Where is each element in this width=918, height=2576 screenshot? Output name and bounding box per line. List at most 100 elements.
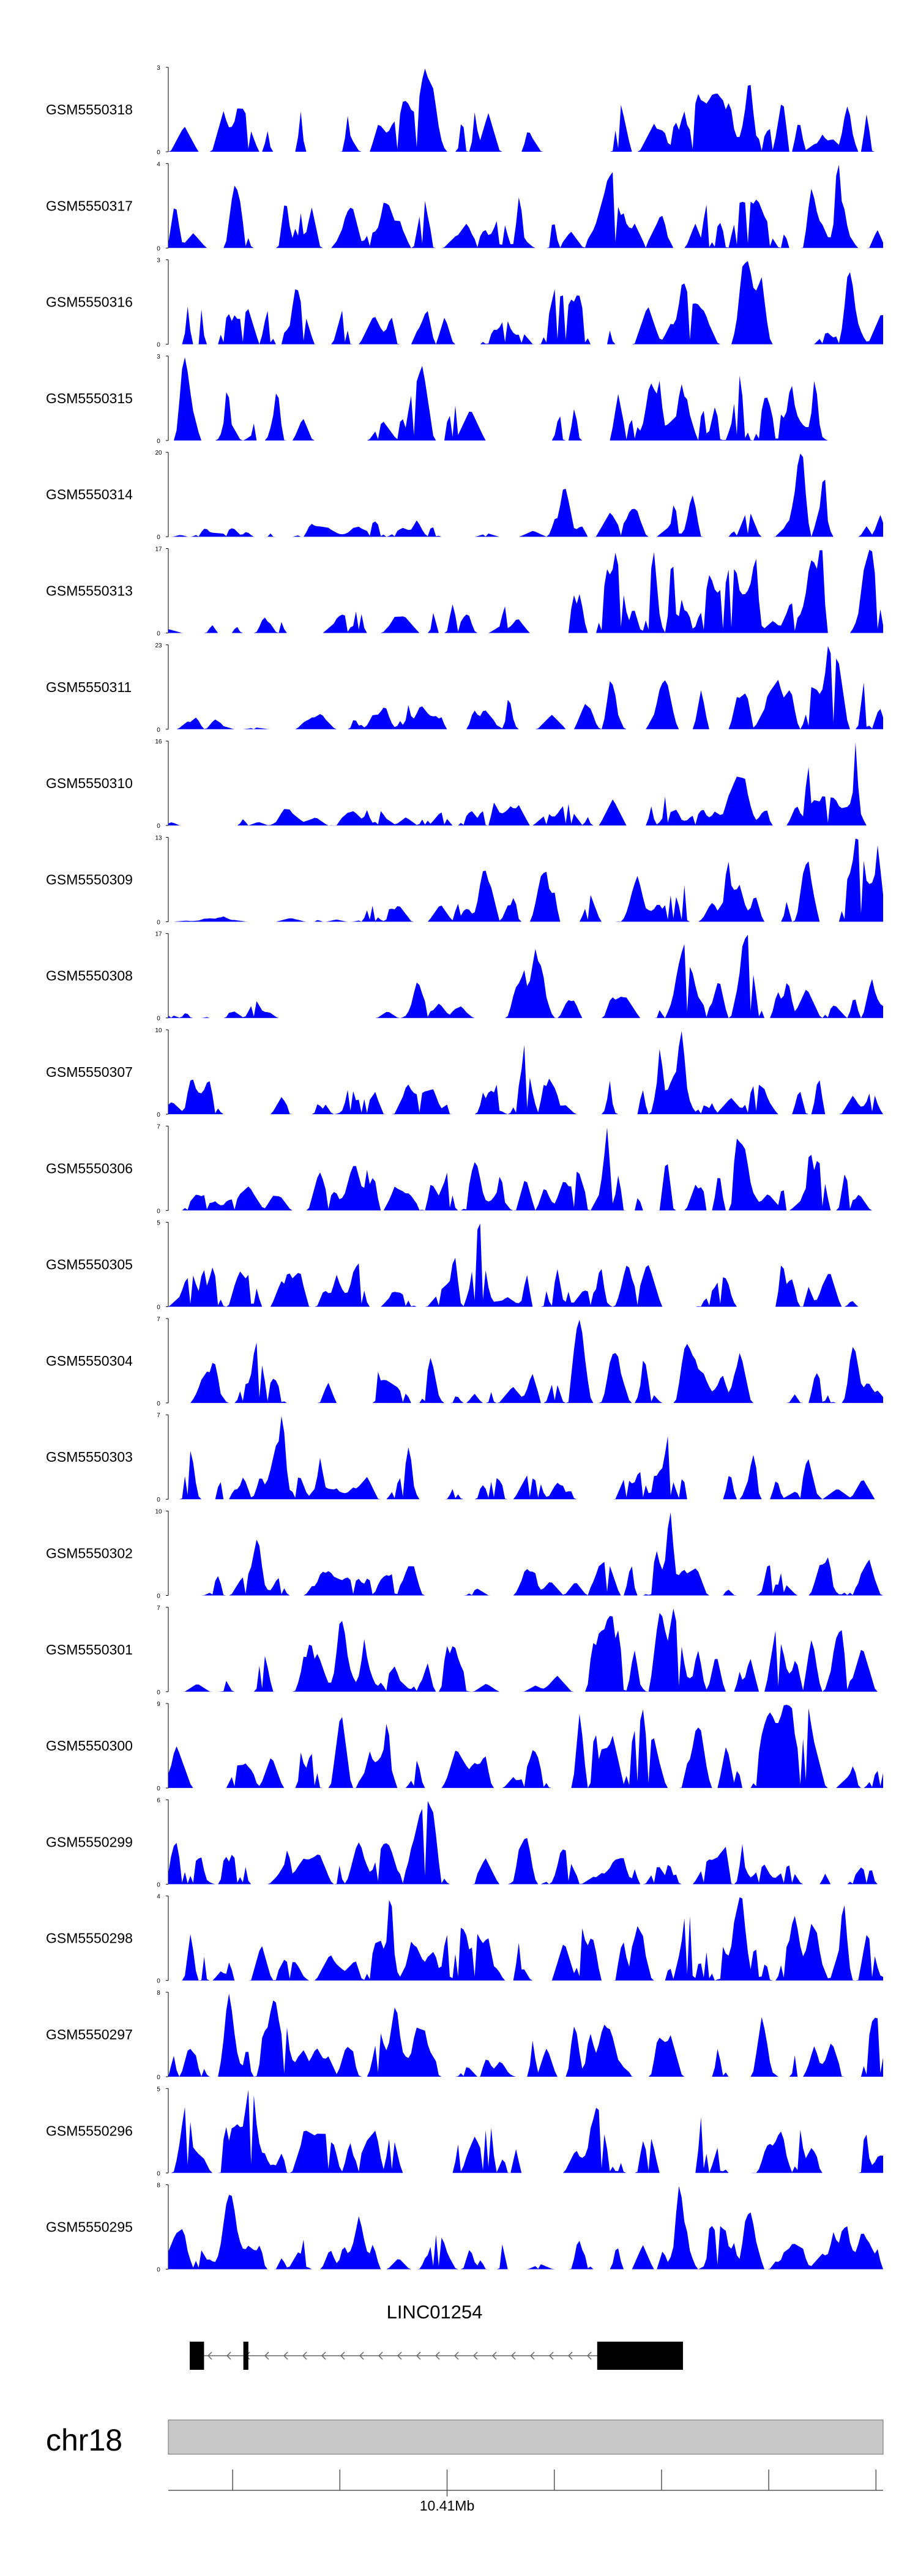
strand-arrow <box>226 2351 231 2360</box>
track-label: GSM5550298 <box>46 1930 133 1946</box>
strand-arrow <box>529 2351 535 2360</box>
track-label: GSM5550310 <box>46 775 133 791</box>
coverage-area <box>168 1705 883 1789</box>
coverage-area <box>168 549 883 633</box>
track-label: GSM5550308 <box>46 968 133 984</box>
y-max-label: 8 <box>157 1990 160 1997</box>
y-min-label: 0 <box>157 919 160 926</box>
y-max-label: 7 <box>157 1316 160 1323</box>
coverage-track: GSM5550316 3 0 <box>46 258 883 349</box>
coverage-tracks: GSM555031830GSM555031740GSM555031630GSM5… <box>46 65 883 2274</box>
track-label: GSM5550300 <box>46 1738 133 1754</box>
strand-arrow <box>340 2351 345 2360</box>
coverage-track: GSM5550311 23 0 <box>46 642 883 734</box>
coverage-track: GSM5550305 5 0 <box>46 1220 883 1311</box>
track-label: GSM5550313 <box>46 583 133 599</box>
strand-arrow <box>321 2351 326 2360</box>
coverage-track: GSM5550299 6 0 <box>46 1797 883 1888</box>
coverage-area <box>168 1319 883 1403</box>
coverage-track: GSM5550318 3 0 <box>46 65 883 156</box>
y-max-label: 23 <box>155 642 162 649</box>
y-min-label: 0 <box>157 1208 160 1215</box>
coverage-track: GSM5550309 13 0 <box>46 835 883 926</box>
track-label: GSM5550311 <box>46 679 132 695</box>
y-min-label: 0 <box>157 1112 160 1119</box>
y-min-label: 0 <box>157 342 160 349</box>
coverage-track: GSM5550306 7 0 <box>46 1123 883 1215</box>
y-min-label: 0 <box>157 149 160 156</box>
strand-arrow <box>283 2351 288 2360</box>
strand-arrow <box>435 2351 440 2360</box>
chromosome-label: chr18 <box>46 2423 122 2457</box>
chromosome-ideogram-track: chr18 10.41Mb <box>46 2419 884 2514</box>
y-max-label: 17 <box>155 931 162 938</box>
y-max-label: 5 <box>157 2086 160 2093</box>
coverage-area <box>168 1993 883 2077</box>
track-label: GSM5550307 <box>46 1064 133 1080</box>
strand-arrow <box>586 2351 592 2360</box>
coverage-track: GSM5550310 16 0 <box>46 739 883 830</box>
track-label: GSM5550299 <box>46 1834 133 1850</box>
strand-arrow <box>207 2351 212 2360</box>
track-label: GSM5550318 <box>46 102 133 117</box>
y-min-label: 0 <box>157 1785 160 1792</box>
coverage-track: GSM5550308 17 0 <box>46 931 883 1022</box>
y-min-label: 0 <box>157 1305 160 1311</box>
track-label: GSM5550301 <box>46 1642 133 1658</box>
coverage-area <box>168 2090 883 2173</box>
y-max-label: 3 <box>157 354 160 360</box>
track-label: GSM5550309 <box>46 871 133 887</box>
coverage-track: GSM5550295 8 0 <box>46 2183 883 2274</box>
y-max-label: 3 <box>157 258 160 264</box>
gene-exon <box>597 2342 683 2370</box>
track-label: GSM5550297 <box>46 2027 133 2042</box>
strand-arrow <box>378 2351 383 2360</box>
track-label: GSM5550304 <box>46 1353 133 1369</box>
strand-arrow <box>491 2351 497 2360</box>
track-label: GSM5550317 <box>46 198 133 214</box>
coverage-area <box>168 1223 883 1307</box>
chromosome-bar <box>168 2419 884 2455</box>
coverage-area <box>168 838 883 922</box>
y-max-label: 9 <box>157 1701 160 1708</box>
y-min-label: 0 <box>157 438 160 445</box>
coverage-area <box>168 1608 883 1692</box>
y-min-label: 0 <box>157 2170 160 2177</box>
coverage-area <box>168 453 883 537</box>
coverage-area <box>168 261 883 344</box>
coverage-track: GSM5550307 10 0 <box>46 1027 883 1119</box>
y-max-label: 4 <box>157 1894 160 1900</box>
y-min-label: 0 <box>157 1016 160 1022</box>
coverage-area <box>168 1512 883 1596</box>
y-max-label: 7 <box>157 1412 160 1419</box>
gene-exon <box>190 2342 204 2370</box>
y-min-label: 0 <box>157 823 160 830</box>
coverage-area <box>168 1801 883 1885</box>
y-max-label: 8 <box>157 2183 160 2189</box>
coverage-track: GSM5550314 20 0 <box>46 450 883 541</box>
coverage-area <box>168 69 883 152</box>
strand-arrow <box>359 2351 364 2360</box>
y-max-label: 7 <box>157 1605 160 1612</box>
coverage-area <box>168 357 883 441</box>
coverage-track: GSM5550298 4 0 <box>46 1894 883 1985</box>
coverage-area <box>168 1127 883 1211</box>
y-max-label: 10 <box>155 1027 162 1034</box>
y-min-label: 0 <box>157 1497 160 1503</box>
strand-arrow <box>472 2351 478 2360</box>
coverage-track: GSM5550300 9 0 <box>46 1701 883 1792</box>
gene-annotation-track: LINC01254 <box>190 2301 683 2370</box>
genomic-position-label: 10.41Mb <box>420 2498 475 2514</box>
y-min-label: 0 <box>157 2074 160 2081</box>
track-label: GSM5550306 <box>46 1160 133 1176</box>
y-max-label: 6 <box>157 1797 160 1804</box>
track-label: GSM5550296 <box>46 2123 133 2139</box>
strand-arrow <box>548 2351 554 2360</box>
coverage-track: GSM5550297 8 0 <box>46 1990 883 2081</box>
track-label: GSM5550302 <box>46 1546 133 1562</box>
y-min-label: 0 <box>157 727 160 734</box>
coverage-area <box>168 2186 883 2269</box>
track-label: GSM5550315 <box>46 390 133 406</box>
coverage-track: GSM5550296 5 0 <box>46 2086 883 2177</box>
